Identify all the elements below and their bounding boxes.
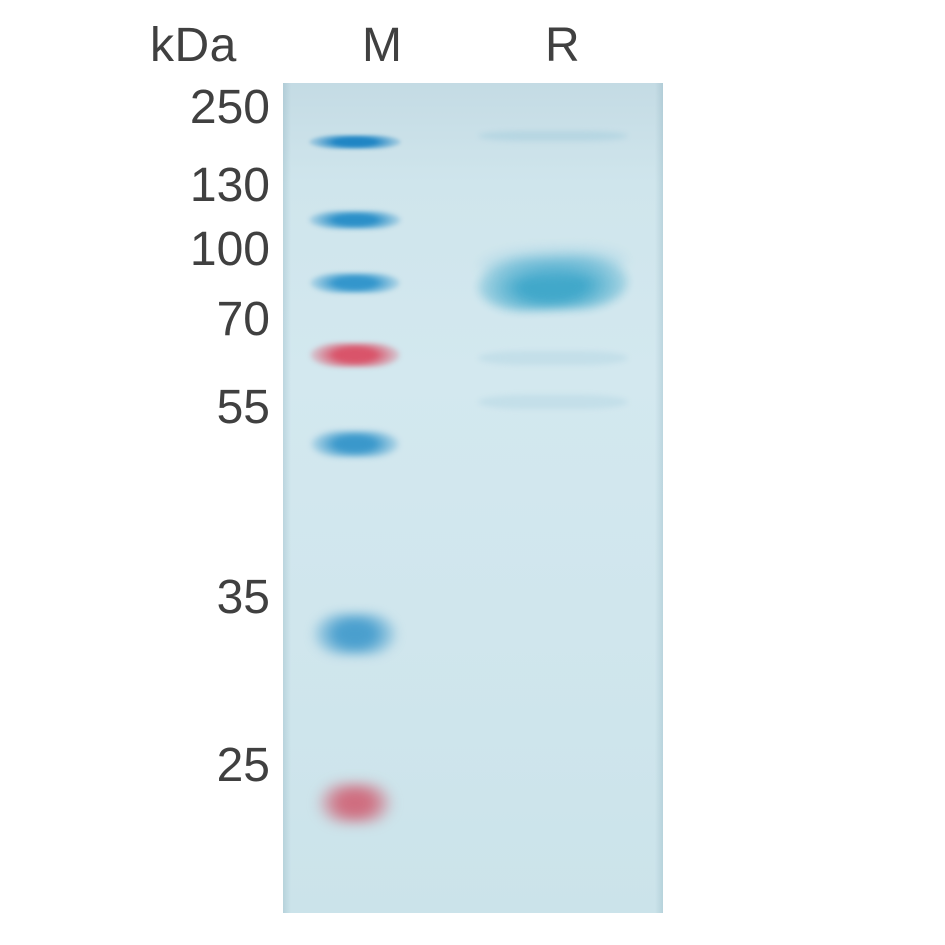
sample-band-faint: [478, 395, 628, 409]
gel-area: [283, 83, 663, 913]
gel-image-stage: kDa M R 250 130 100 70 55 35 25: [0, 0, 945, 945]
sample-lane-label: R: [545, 18, 580, 73]
mw-tick: 70: [170, 292, 270, 347]
marker-band: [309, 211, 401, 229]
marker-band: [311, 431, 399, 457]
marker-band: [310, 273, 400, 293]
sample-band-faint: [478, 131, 628, 141]
mw-tick: 35: [170, 570, 270, 625]
mw-tick: 25: [170, 738, 270, 793]
mw-tick: 100: [170, 222, 270, 277]
marker-band: [310, 343, 400, 367]
mw-tick: 250: [170, 80, 270, 135]
marker-band: [318, 783, 392, 823]
mw-tick: 130: [170, 158, 270, 213]
marker-band: [309, 135, 401, 149]
marker-band: [313, 613, 397, 655]
lane-shade-left: [283, 83, 291, 913]
mw-tick: 55: [170, 380, 270, 435]
unit-label: kDa: [150, 18, 237, 73]
lane-shade-right: [655, 83, 663, 913]
sample-band-faint: [478, 351, 628, 365]
marker-lane-label: M: [362, 18, 402, 73]
